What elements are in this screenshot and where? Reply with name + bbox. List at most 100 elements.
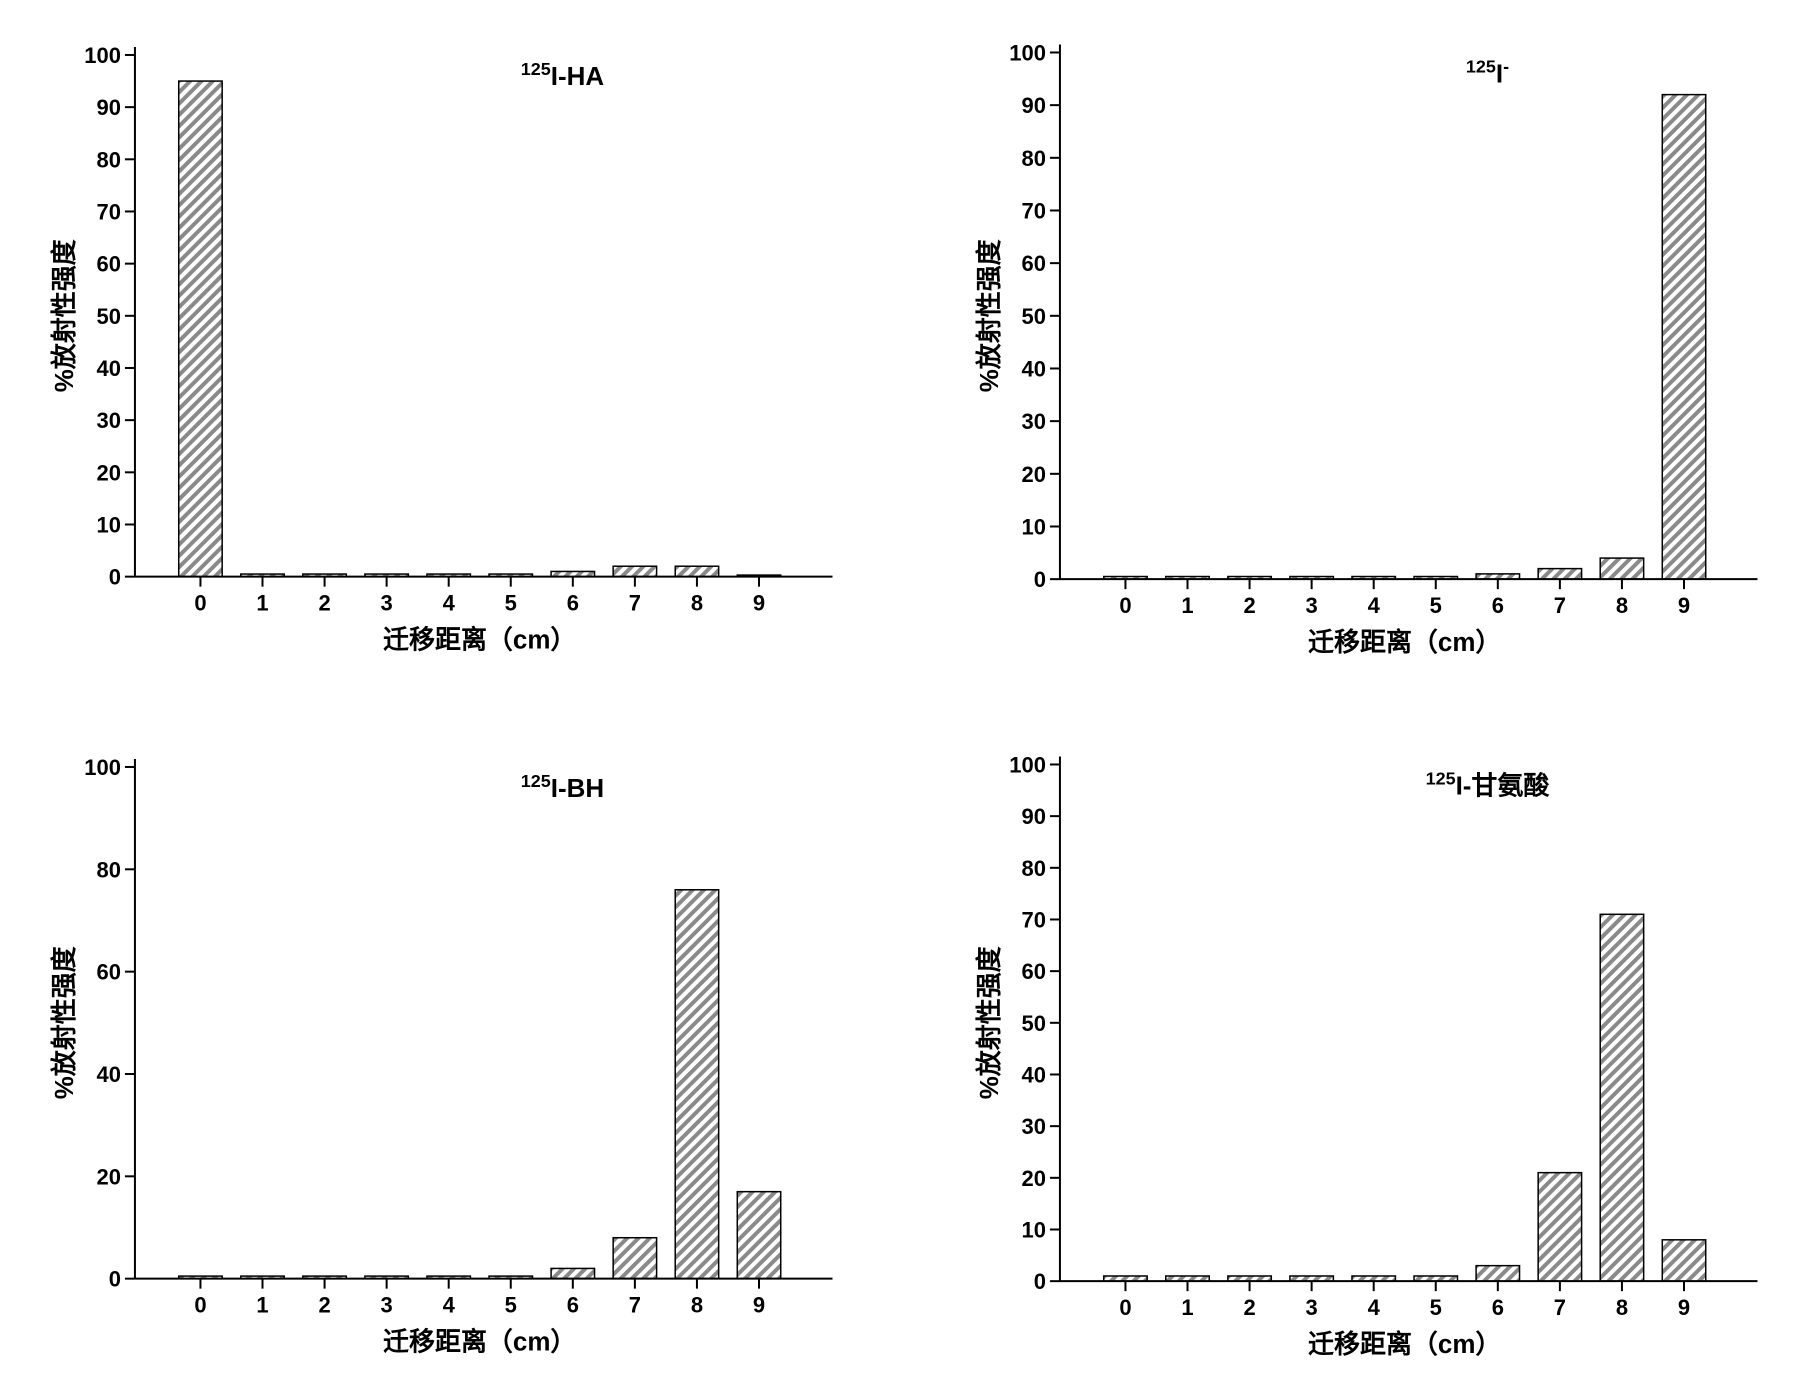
ytick-label: 20 [1021, 462, 1045, 487]
xtick-label: 8 [1615, 593, 1627, 618]
xtick-label: 2 [1243, 593, 1255, 618]
xtick-label: 6 [1491, 593, 1503, 618]
xtick-label: 5 [505, 1292, 517, 1317]
ytick-label: 70 [97, 199, 121, 224]
xtick-label: 3 [1305, 593, 1317, 618]
x-axis-label: 迁移距离（cm） [383, 1326, 576, 1356]
ytick-label: 20 [97, 460, 121, 485]
panel-bottomright: 01020304050607080901000123456789迁移距离（cm）… [965, 732, 1770, 1374]
xtick-label: 4 [443, 591, 456, 616]
xtick-label: 4 [443, 1292, 456, 1317]
chart-title: 125I- [1465, 56, 1508, 88]
xtick-label: 3 [1305, 1295, 1317, 1320]
bar [1538, 1172, 1581, 1281]
bar [737, 1191, 780, 1278]
ytick-label: 20 [97, 1164, 121, 1189]
panel-topleft: 01020304050607080901000123456789迁移距离（cm）… [40, 20, 845, 672]
xtick-label: 1 [256, 591, 268, 616]
ytick-label: 70 [1021, 198, 1045, 223]
ytick-label: 50 [1021, 1010, 1045, 1035]
ytick-label: 60 [97, 252, 121, 277]
title-superscript: 125 [1465, 56, 1495, 76]
title-superscript: 125 [521, 771, 551, 791]
x-axis-label: 迁移距离（cm） [383, 625, 576, 655]
xtick-label: 0 [1119, 1295, 1131, 1320]
ytick-label: 100 [1009, 752, 1046, 777]
ytick-label: 80 [1021, 146, 1045, 171]
title-main: I-HA [551, 61, 605, 91]
xtick-label: 5 [1429, 593, 1441, 618]
bar [1662, 1239, 1705, 1280]
bar [1538, 569, 1581, 580]
ytick-label: 30 [1021, 1114, 1045, 1139]
y-axis-label: %放射性强度 [973, 946, 1003, 1099]
xtick-label: 7 [1553, 593, 1565, 618]
ytick-label: 50 [1021, 304, 1045, 329]
title-main: I [1495, 58, 1502, 88]
xtick-label: 7 [1553, 1295, 1565, 1320]
ytick-label: 30 [1021, 409, 1045, 434]
xtick-label: 3 [381, 1292, 393, 1317]
xtick-label: 2 [318, 591, 330, 616]
ytick-label: 70 [1021, 907, 1045, 932]
bar [1600, 558, 1643, 579]
xtick-label: 9 [753, 1292, 765, 1317]
ytick-label: 40 [1021, 356, 1045, 381]
x-axis-label: 迁移距离（cm） [1308, 627, 1501, 657]
xtick-label: 0 [194, 591, 206, 616]
ytick-label: 10 [97, 512, 121, 537]
ytick-label: 40 [97, 356, 121, 381]
ytick-label: 50 [97, 304, 121, 329]
xtick-label: 6 [567, 591, 579, 616]
xtick-label: 1 [1181, 1295, 1193, 1320]
ytick-label: 100 [84, 755, 121, 780]
bar [613, 566, 656, 576]
panel-bottomleft: 0204060801000123456789迁移距离（cm）%放射性强度125I… [40, 732, 845, 1374]
ytick-label: 90 [1021, 93, 1045, 118]
ytick-label: 80 [1021, 855, 1045, 880]
chart-title: 125I-甘氨酸 [1425, 768, 1550, 800]
xtick-label: 2 [1243, 1295, 1255, 1320]
title-main: I-BH [551, 773, 604, 803]
y-axis-label: %放射性强度 [49, 946, 79, 1099]
ytick-label: 10 [1021, 514, 1045, 539]
x-axis-label: 迁移距离（cm） [1308, 1329, 1501, 1359]
ytick-label: 100 [1009, 40, 1046, 65]
xtick-label: 9 [753, 591, 765, 616]
bar [613, 1237, 656, 1278]
chart-title: 125I-BH [521, 771, 604, 803]
chart-grid: 01020304050607080901000123456789迁移距离（cm）… [0, 0, 1809, 1384]
title-superscript: 125 [1425, 768, 1455, 788]
ytick-label: 40 [1021, 1062, 1045, 1087]
xtick-label: 9 [1677, 1295, 1689, 1320]
xtick-label: 5 [505, 591, 517, 616]
ytick-label: 90 [97, 95, 121, 120]
ytick-label: 80 [97, 147, 121, 172]
xtick-label: 7 [629, 1292, 641, 1317]
xtick-label: 2 [318, 1292, 330, 1317]
bar [675, 566, 718, 576]
xtick-label: 8 [1615, 1295, 1627, 1320]
xtick-label: 8 [691, 591, 703, 616]
xtick-label: 8 [691, 1292, 703, 1317]
ytick-label: 10 [1021, 1217, 1045, 1242]
bar [179, 81, 222, 577]
bar [551, 1268, 594, 1278]
xtick-label: 9 [1677, 593, 1689, 618]
xtick-label: 5 [1429, 1295, 1441, 1320]
ytick-label: 0 [1033, 1269, 1045, 1294]
bar [1476, 1265, 1519, 1281]
ytick-label: 20 [1021, 1165, 1045, 1190]
y-axis-label: %放射性强度 [49, 239, 79, 392]
ytick-label: 40 [97, 1062, 121, 1087]
ytick-label: 0 [109, 1266, 121, 1291]
xtick-label: 4 [1367, 593, 1380, 618]
ytick-label: 60 [1021, 251, 1045, 276]
ytick-label: 100 [84, 43, 121, 68]
ytick-label: 30 [97, 408, 121, 433]
ytick-label: 80 [97, 857, 121, 882]
title-main: I-甘氨酸 [1455, 770, 1550, 800]
xtick-label: 6 [567, 1292, 579, 1317]
title-superscript: 125 [521, 59, 551, 79]
ytick-label: 60 [97, 959, 121, 984]
